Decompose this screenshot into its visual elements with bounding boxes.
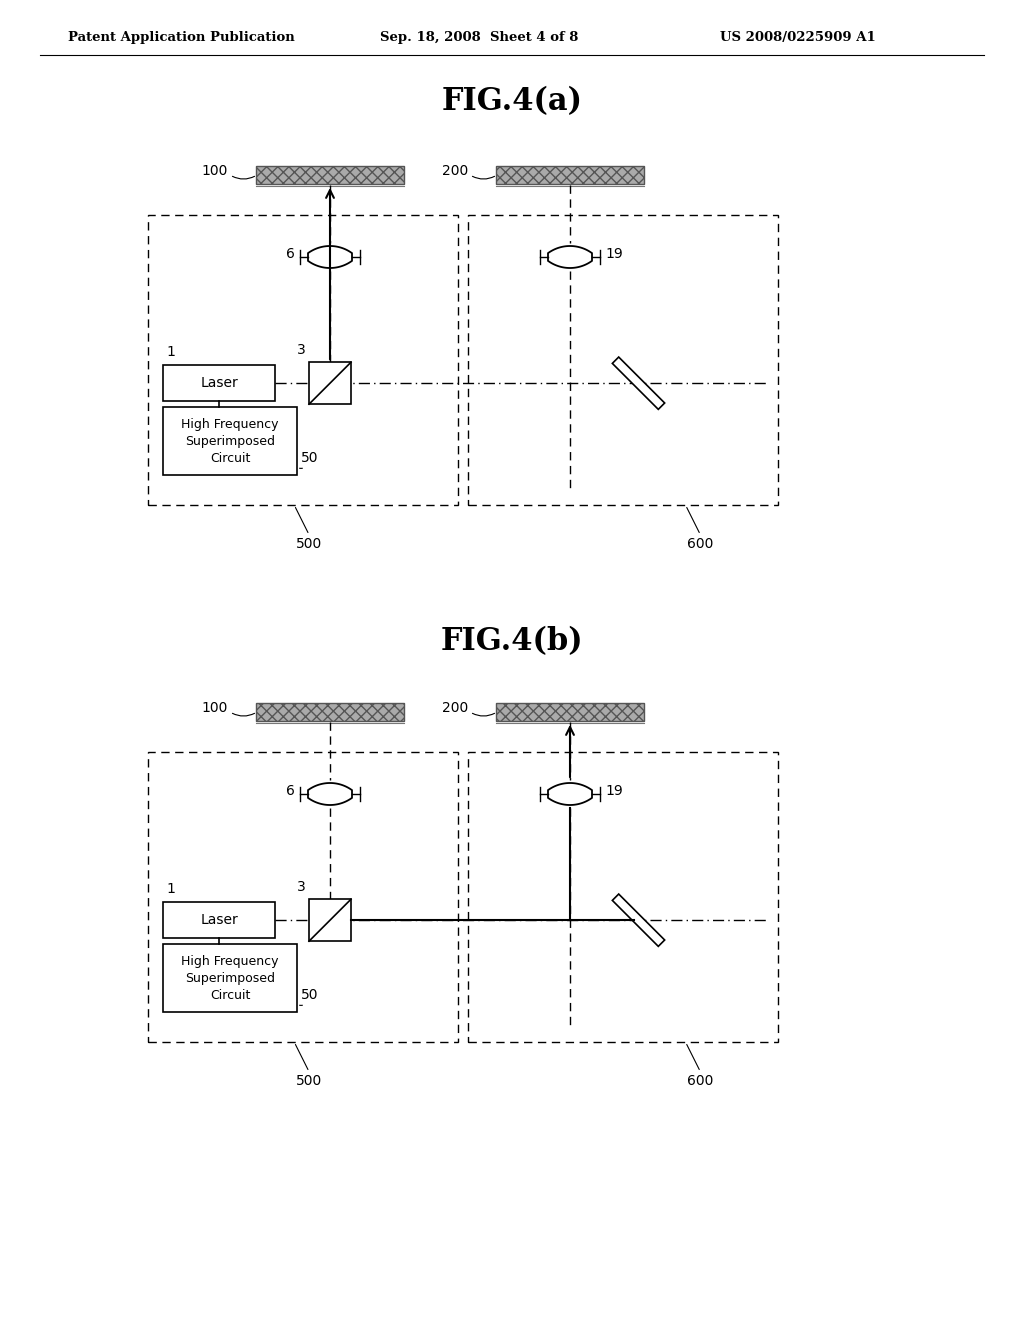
Bar (309, 899, 351, 941)
Polygon shape (612, 894, 665, 946)
Text: Laser: Laser (200, 913, 238, 927)
Bar (496, 166, 644, 183)
Text: 200: 200 (441, 701, 468, 715)
Polygon shape (612, 356, 665, 409)
Bar (496, 704, 644, 721)
Text: 6: 6 (286, 784, 295, 799)
Text: 1: 1 (166, 346, 175, 359)
Text: FIG.4(a): FIG.4(a) (441, 87, 583, 117)
Polygon shape (548, 246, 592, 268)
Text: 200: 200 (441, 164, 468, 178)
Bar (163, 902, 275, 939)
Bar (309, 362, 351, 404)
Bar (256, 704, 404, 721)
Bar (163, 366, 275, 401)
Text: 1: 1 (166, 882, 175, 896)
Text: 500: 500 (296, 537, 323, 550)
Text: 100: 100 (202, 701, 228, 715)
Polygon shape (308, 246, 352, 268)
Bar (468, 752, 778, 1041)
Bar (163, 407, 297, 475)
Text: Laser: Laser (200, 376, 238, 391)
Bar (148, 752, 458, 1041)
Bar (148, 215, 458, 506)
Text: 100: 100 (202, 164, 228, 178)
Text: 600: 600 (687, 537, 714, 550)
Bar (468, 215, 778, 506)
Text: High Frequency
Superimposed
Circuit: High Frequency Superimposed Circuit (181, 417, 279, 465)
Polygon shape (308, 783, 352, 805)
Text: High Frequency
Superimposed
Circuit: High Frequency Superimposed Circuit (181, 954, 279, 1002)
Bar (256, 166, 404, 183)
Bar (163, 944, 297, 1012)
Bar (496, 704, 644, 721)
Text: Patent Application Publication: Patent Application Publication (68, 32, 295, 45)
Text: Sep. 18, 2008  Sheet 4 of 8: Sep. 18, 2008 Sheet 4 of 8 (380, 32, 579, 45)
Bar (496, 166, 644, 183)
Text: 6: 6 (286, 247, 295, 261)
Text: 500: 500 (296, 1074, 323, 1088)
Text: 50: 50 (301, 451, 318, 465)
Text: 50: 50 (301, 989, 318, 1002)
Bar (256, 704, 404, 721)
Polygon shape (548, 783, 592, 805)
Text: 3: 3 (297, 880, 306, 894)
Text: 19: 19 (605, 784, 623, 799)
Text: FIG.4(b): FIG.4(b) (440, 627, 584, 657)
Text: 600: 600 (687, 1074, 714, 1088)
Text: US 2008/0225909 A1: US 2008/0225909 A1 (720, 32, 876, 45)
Bar (256, 166, 404, 183)
Text: 3: 3 (297, 343, 306, 358)
Text: 19: 19 (605, 247, 623, 261)
